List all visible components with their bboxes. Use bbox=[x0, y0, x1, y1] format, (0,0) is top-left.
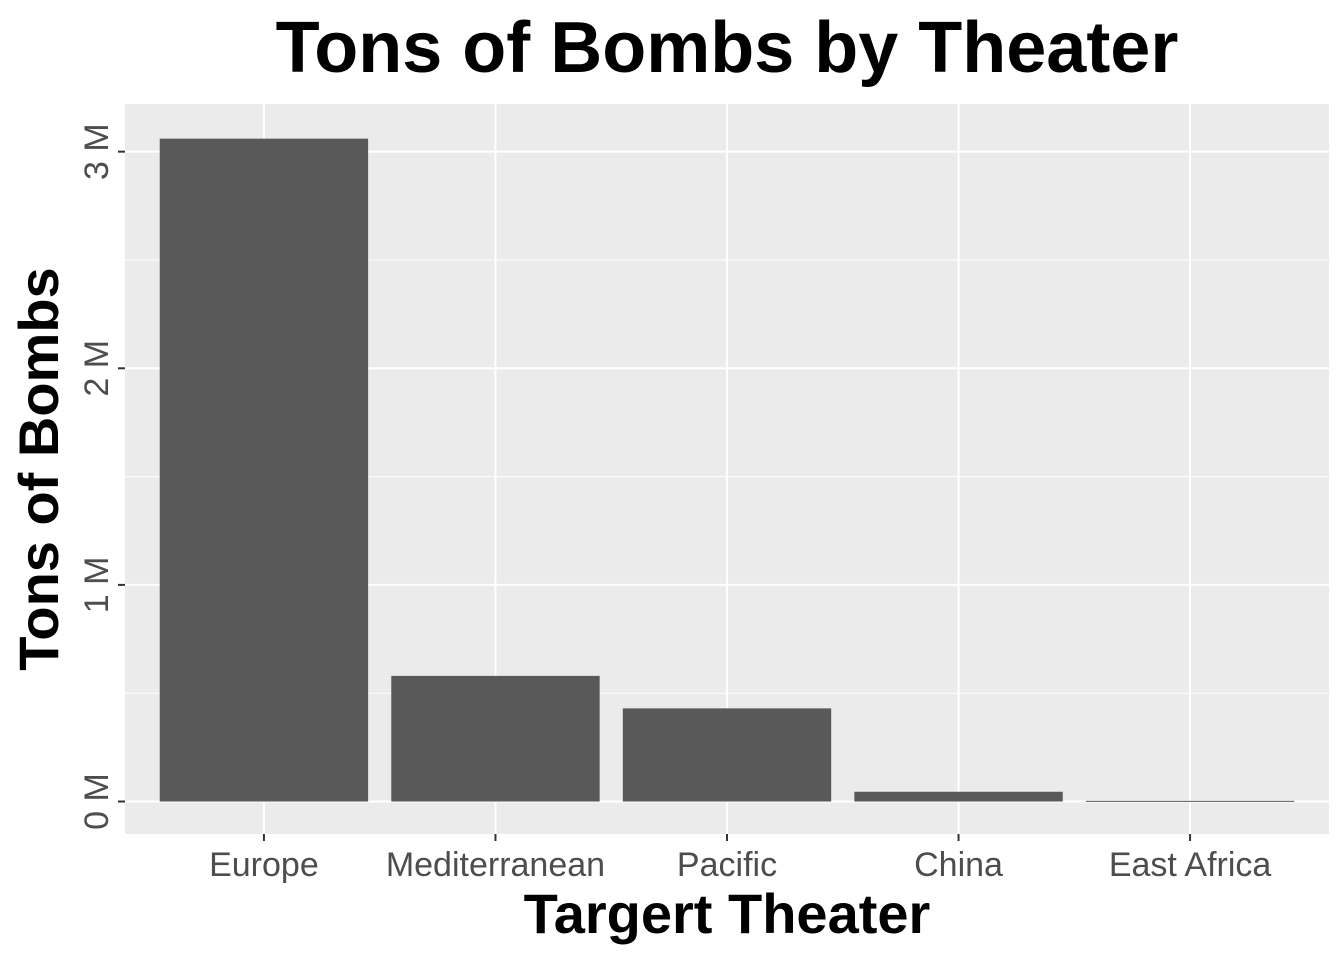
chart-title: Tons of Bombs by Theater bbox=[276, 8, 1179, 88]
y-axis: 0 M 1 M 2 M 3 M bbox=[78, 123, 125, 830]
y-tick-label: 1 M bbox=[78, 557, 116, 614]
bar-mediterranean bbox=[391, 675, 600, 802]
bar-east-africa bbox=[1085, 800, 1295, 802]
x-axis: Europe Mediterranean Pacific China East Afri… bbox=[209, 834, 1271, 884]
y-tick-label: 0 M bbox=[78, 773, 116, 830]
bar-pacific bbox=[622, 708, 832, 802]
x-tick-label: Pacific bbox=[677, 846, 777, 884]
bar-europe bbox=[159, 138, 369, 802]
y-tick-label: 2 M bbox=[78, 340, 116, 397]
x-tick-label: China bbox=[914, 846, 1003, 884]
bar-china bbox=[854, 791, 1063, 802]
bars-group bbox=[159, 138, 1295, 802]
y-axis-title: Tons of Bombs bbox=[7, 267, 70, 670]
x-axis-title: Targert Theater bbox=[524, 882, 931, 945]
x-tick-label: Mediterranean bbox=[386, 846, 605, 884]
x-tick-label: East Africa bbox=[1109, 846, 1272, 884]
y-tick-label: 3 M bbox=[78, 123, 116, 180]
x-tick-label: Europe bbox=[209, 846, 319, 884]
